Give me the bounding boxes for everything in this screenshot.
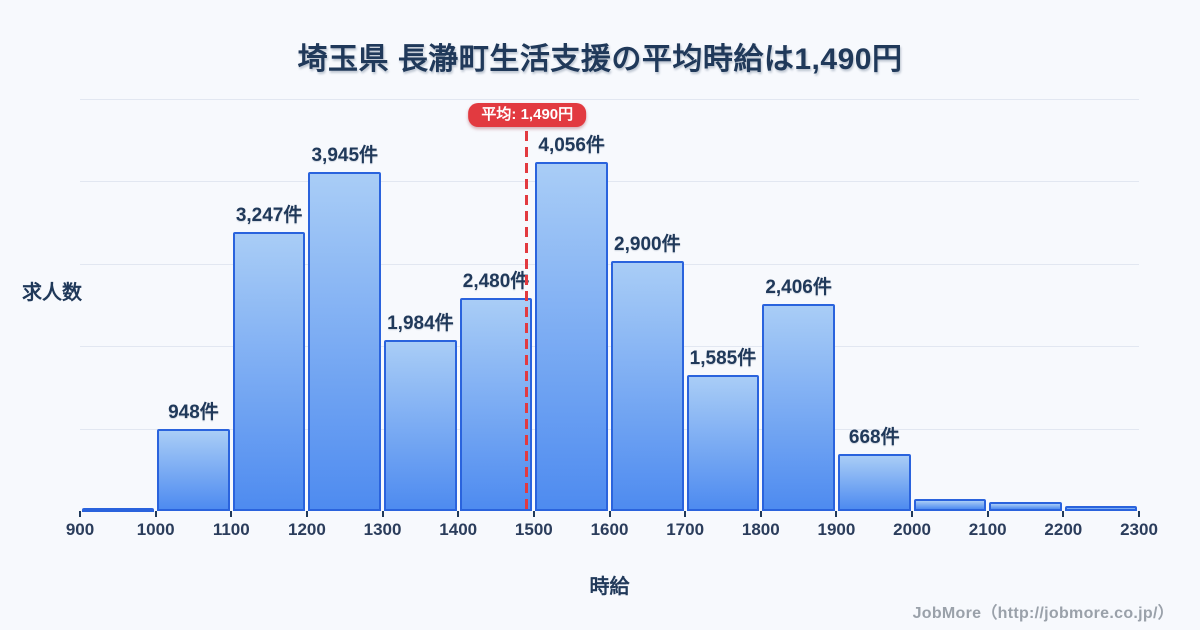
bar-value-label: 4,056件: [538, 135, 605, 156]
x-axis-tick-label: 1400: [439, 520, 478, 539]
bar-value-label: 1,585件: [689, 347, 757, 369]
bar-1500-1600: [535, 162, 608, 511]
bar-value-label: 1,984件: [387, 313, 454, 335]
gridline: [80, 346, 1139, 348]
bar-1400-1500: [459, 297, 533, 511]
gridline: [80, 263, 1139, 265]
average-badge: 平均: 1,490円: [468, 103, 587, 127]
bar-1700-1800: [686, 374, 760, 511]
bar-1600-1700: [611, 261, 684, 511]
bar-value-label: 2,406件: [765, 276, 832, 298]
x-axis-tick: [684, 511, 687, 517]
x-axis-tick: [1138, 511, 1140, 517]
x-axis-tick: [759, 511, 762, 517]
x-axis-title: 時給: [589, 576, 630, 598]
x-axis-tick: [911, 511, 914, 517]
x-axis-tick-label: 1300: [363, 520, 402, 539]
gridline: [80, 428, 1139, 430]
x-axis-tick: [305, 511, 308, 517]
x-axis-tick: [835, 511, 838, 517]
x-axis-tick-label: 1700: [666, 520, 705, 539]
x-axis-tick-label: 2200: [1044, 520, 1083, 539]
x-axis-tick: [230, 511, 233, 517]
bar-1200-1300: [308, 171, 382, 511]
bar-2000-2100: [913, 498, 987, 511]
bar-1300-1400: [384, 340, 457, 511]
bar-900-1000: [81, 508, 155, 512]
x-axis-tick-label: 1100: [212, 520, 250, 539]
bar-value-label: 3,247件: [235, 204, 303, 226]
x-axis-tick: [457, 511, 460, 517]
gridline: [80, 99, 1139, 100]
bar-value-label: 948件: [168, 402, 219, 424]
x-axis-tick-label: 1900: [817, 520, 856, 539]
x-axis-tick: [381, 511, 384, 517]
x-axis-tick-label: 1000: [136, 520, 175, 539]
x-axis-tick: [608, 511, 611, 517]
bar-1000-1100: [157, 429, 230, 511]
x-axis-tick-label: 1500: [514, 520, 553, 539]
bar-2200-2300: [1064, 506, 1138, 511]
x-axis-tick-label: 1600: [590, 520, 629, 539]
x-axis-tick-label: 2300: [1120, 520, 1158, 539]
average-line: [524, 131, 529, 511]
x-axis-tick-label: 2000: [893, 520, 931, 539]
x-axis-tick: [532, 511, 535, 517]
bar-value-label: 668件: [848, 426, 900, 448]
x-axis-tick-label: 900: [65, 520, 95, 539]
chart-title: 埼玉県 長瀞町生活支援の平均時給は1,490円: [297, 43, 903, 76]
bar-1900-2000: [837, 453, 911, 511]
x-axis-tick: [986, 511, 989, 517]
x-axis-tick: [79, 511, 81, 517]
bar-value-label: 2,480件: [462, 270, 530, 292]
x-axis-tick: [1062, 511, 1065, 517]
bar-1800-1900: [762, 303, 835, 511]
bar-2100-2200: [989, 501, 1062, 511]
x-axis-tick-label: 1200: [288, 520, 326, 539]
x-axis-tick-label: 2100: [968, 520, 1007, 539]
bar-value-label: 2,900件: [614, 234, 681, 256]
footer-credit: JobMore（http://jobmore.co.jp/）: [912, 605, 1174, 622]
x-axis-tick: [154, 511, 157, 517]
gridline: [80, 181, 1139, 183]
y-axis-title: 求人数: [22, 282, 82, 304]
bar-value-label: 3,945件: [311, 144, 379, 166]
x-axis-tick-label: 1800: [741, 520, 780, 539]
bar-1100-1200: [232, 231, 306, 511]
